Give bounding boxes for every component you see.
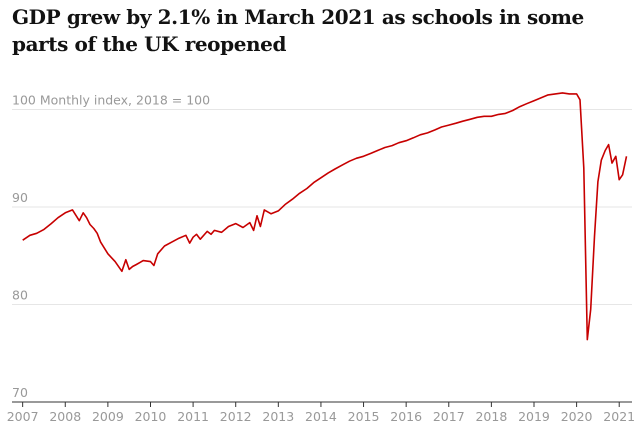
x-tick-label-2014: 2014: [305, 409, 337, 424]
y-tick-labels: 70 80 90 100 Monthly index, 2018 = 100: [12, 93, 210, 401]
y-axis-label: Monthly index, 2018 = 100: [36, 93, 210, 108]
x-tick-label-2008: 2008: [49, 409, 81, 424]
x-tick-label-2016: 2016: [390, 409, 422, 424]
x-tick-label-2009: 2009: [92, 409, 124, 424]
chart-title: GDP grew by 2.1% in March 2021 as school…: [12, 5, 584, 56]
x-tick-label-2011: 2011: [177, 409, 209, 424]
x-axis: [12, 401, 632, 407]
x-tick-label-2020: 2020: [561, 409, 593, 424]
x-tick-label-2021: 2021: [603, 409, 635, 424]
x-tick-label-2017: 2017: [433, 409, 465, 424]
gdp-index-line: [22, 92, 628, 341]
y-tick-label-100: 100 Monthly index, 2018 = 100: [12, 93, 210, 108]
x-tick-labels: 2007 2008 2009 2010 2011 2012 2013 2014 2015 2016…: [7, 409, 635, 424]
y-tick-label-80: 80: [12, 288, 28, 303]
x-tick-label-2019: 2019: [518, 409, 550, 424]
y-tick-label-90: 90: [12, 190, 28, 205]
x-tick-label-2015: 2015: [348, 409, 380, 424]
x-tick-label-2018: 2018: [475, 409, 507, 424]
y-tick-label-70: 70: [12, 385, 28, 400]
x-tick-label-2010: 2010: [135, 409, 167, 424]
gridlines: [12, 109, 632, 305]
x-tick-label-2007: 2007: [7, 409, 39, 424]
x-tick-label-2013: 2013: [262, 409, 294, 424]
x-tick-label-2012: 2012: [220, 409, 252, 424]
